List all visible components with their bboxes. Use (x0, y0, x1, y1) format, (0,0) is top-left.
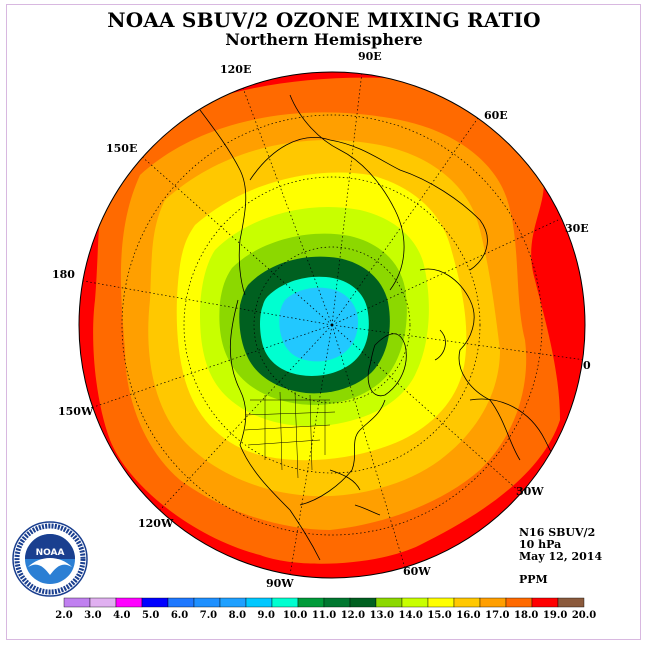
image-frame (6, 4, 641, 640)
latitude-circle-50 (183, 176, 481, 474)
colorbar-cell (479, 597, 507, 608)
colorbar-cell (505, 597, 533, 608)
greenland-coast (367, 333, 407, 397)
colorbar-cell (375, 597, 403, 608)
colorbar-cells (63, 597, 585, 608)
lon-label-180: 180 (52, 268, 75, 281)
coastlines (199, 94, 566, 561)
colorbar-cell (427, 597, 455, 608)
graticule (79, 72, 585, 576)
colorbar-tick-label: 8.0 (229, 610, 246, 621)
lon-label-90e: 90E (358, 50, 382, 63)
lon-label-60e: 60E (484, 109, 508, 122)
colorbar-tick-label: 7.0 (200, 610, 217, 621)
colorbar-cell (323, 597, 351, 608)
colorbar-cell (219, 597, 247, 608)
map-subtitle: Northern Hemisphere (225, 30, 423, 49)
colorbar-tick-label: 16.0 (456, 610, 480, 621)
noaa-logo: NOAA (12, 521, 88, 597)
colorbar-cell (271, 597, 299, 608)
colorbar-tick-label: 19.0 (543, 610, 567, 621)
map-boundary (78, 71, 586, 579)
colorbar-cell (401, 597, 429, 608)
lon-label-90w: 90W (266, 577, 294, 590)
east-asia-coast (199, 109, 247, 296)
north-america-coast (229, 299, 386, 561)
caribbean-islands (329, 469, 381, 516)
asia-coast (249, 94, 488, 291)
latitude-circle-30 (121, 114, 543, 536)
lon-label-0: 0 (583, 359, 591, 372)
colorbar-cell (63, 597, 91, 608)
colorbar-cell (141, 597, 169, 608)
lon-label-120e: 120E (220, 63, 252, 76)
europe-coast (419, 268, 521, 461)
colorbar-tick-label: 5.0 (142, 610, 159, 621)
info-date: May 12, 2014 (519, 550, 603, 563)
colorbar-tick-label: 15.0 (427, 610, 451, 621)
colorbar-tick-label: 4.0 (113, 610, 130, 621)
colorbar-cell (531, 597, 559, 608)
band-9-10 (279, 287, 358, 362)
us-state-border-lines (244, 391, 336, 479)
lon-label-150w: 150W (58, 405, 94, 418)
lon-label-60w: 60W (403, 565, 431, 578)
logo-disk-top (25, 534, 75, 559)
colorbar-ticks: 2.0 3.0 4.0 5.0 6.0 7.0 8.0 9.0 10.0 11.0 12.0 13.0… (55, 610, 596, 621)
colorbar-tick-label: 10.0 (283, 610, 307, 621)
logo-text: NOAA (36, 548, 65, 558)
lon-label-150e: 150E (106, 142, 138, 155)
colorbar-tick-label: 13.0 (370, 610, 394, 621)
colorbar-tick-label: 6.0 (171, 610, 188, 621)
lon-label-120w: 120W (138, 517, 174, 530)
colorbar-cell (115, 597, 143, 608)
colorbar-cell (193, 597, 221, 608)
colorbar-tick-label: 20.0 (572, 610, 596, 621)
latitude-circle-70 (253, 246, 411, 404)
colorbar-cell (349, 597, 377, 608)
colorbar-tick-label: 14.0 (398, 610, 422, 621)
colorbar-tick-label: 18.0 (514, 610, 538, 621)
info-units: PPM (519, 573, 548, 586)
lon-label-30w: 30W (516, 485, 544, 498)
colorbar-tick-label: 17.0 (485, 610, 509, 621)
map-title: NOAA SBUV/2 OZONE MIXING RATIO (107, 8, 541, 32)
colorbar-tick-label: 11.0 (312, 610, 336, 621)
colorbar-cell (557, 597, 585, 608)
colorbar-cell (89, 597, 117, 608)
colorbar-tick-label: 9.0 (258, 610, 275, 621)
us-state-borders (244, 391, 336, 479)
colorbar-tick-label: 3.0 (84, 610, 101, 621)
meridians (79, 72, 585, 576)
lon-label-30e: 30E (565, 222, 589, 235)
info-satellite: N16 SBUV/2 (519, 526, 596, 539)
ozone-field (79, 72, 585, 578)
colorbar-cell (453, 597, 481, 608)
logo-bird (28, 558, 72, 575)
info-pressure: 10 hPa (519, 538, 562, 551)
colorbar-tick-label: 12.0 (341, 610, 365, 621)
colorbar-cell (297, 597, 325, 608)
colorbar-cell (167, 597, 195, 608)
colorbar-cell (245, 597, 273, 608)
colorbar-tick-label: 2.0 (55, 610, 72, 621)
logo-ring-lettering (14, 523, 86, 595)
